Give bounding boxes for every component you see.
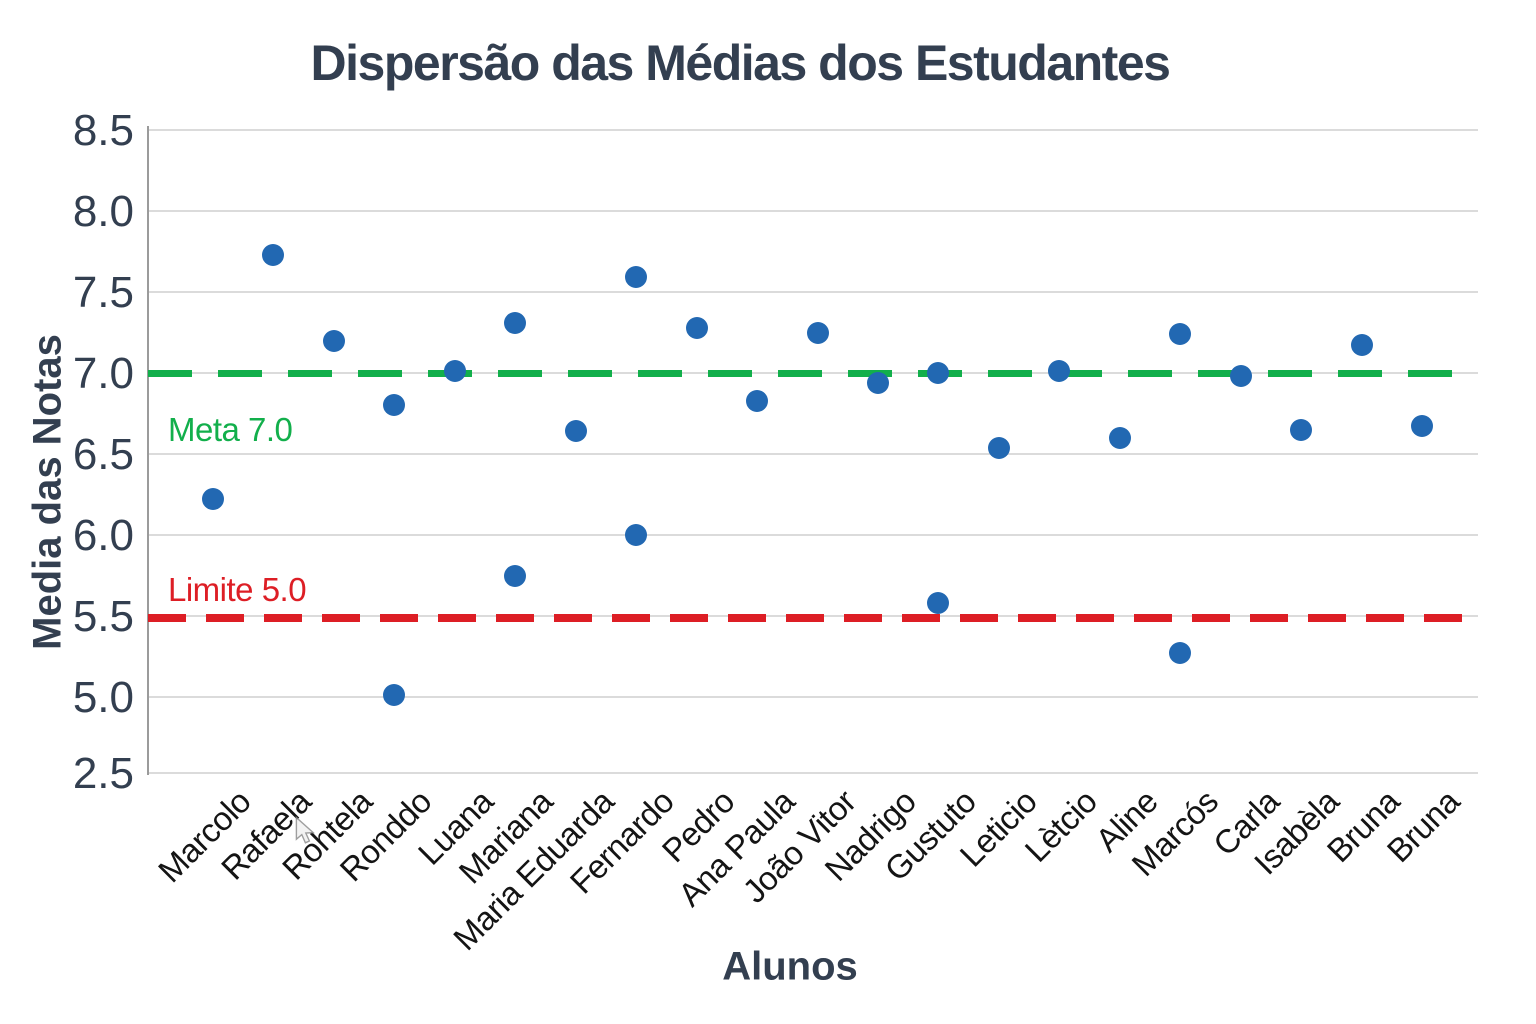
data-point (686, 317, 708, 339)
data-point (988, 437, 1010, 459)
data-point (1169, 642, 1191, 664)
data-point (323, 330, 345, 352)
data-point (1230, 365, 1252, 387)
y-gridline (148, 772, 1478, 774)
y-tick-label: 2.5 (72, 749, 134, 798)
data-point (625, 524, 647, 546)
data-point (444, 360, 466, 382)
data-point (565, 420, 587, 442)
data-point (927, 362, 949, 384)
limite-dashed-line (148, 614, 1478, 622)
y-tick-label: 6.5 (72, 430, 134, 479)
meta-dashed-line (148, 370, 1478, 377)
y-tick-label: 7.5 (72, 268, 134, 317)
data-point (867, 372, 889, 394)
y-tick-label: 7.0 (72, 349, 134, 398)
data-point (807, 322, 829, 344)
y-gridline (148, 129, 1478, 131)
data-point (504, 312, 526, 334)
y-gridline (148, 534, 1478, 536)
y-tick-label: 6.0 (72, 511, 134, 560)
data-point (202, 488, 224, 510)
data-point (1411, 415, 1433, 437)
y-gridline (148, 453, 1478, 455)
mouse-cursor-icon (295, 816, 315, 844)
data-point (625, 266, 647, 288)
data-point (1351, 334, 1373, 356)
data-point (262, 244, 284, 266)
data-point (383, 394, 405, 416)
y-tick-label: 8.0 (72, 187, 134, 236)
data-point (927, 592, 949, 614)
data-point (1109, 427, 1131, 449)
data-point (383, 684, 405, 706)
meta-line-label: Meta 7.0 (168, 411, 293, 448)
data-point (1169, 323, 1191, 345)
y-gridline (148, 291, 1478, 293)
x-axis-title: Alunos (722, 944, 858, 989)
data-point (504, 565, 526, 587)
y-gridline (148, 696, 1478, 698)
y-tick-label: 8.5 (72, 106, 134, 155)
y-tick-label: 5.0 (72, 673, 134, 722)
limite-line-label: Limite 5.0 (168, 571, 307, 608)
chart-title: Dispersão das Médias dos Estudantes (310, 35, 1171, 91)
data-point (1048, 360, 1070, 382)
data-point (1290, 419, 1312, 441)
y-axis-line (147, 126, 149, 775)
y-gridline (148, 210, 1478, 212)
data-point (746, 390, 768, 412)
y-tick-label: 5.5 (72, 592, 134, 641)
